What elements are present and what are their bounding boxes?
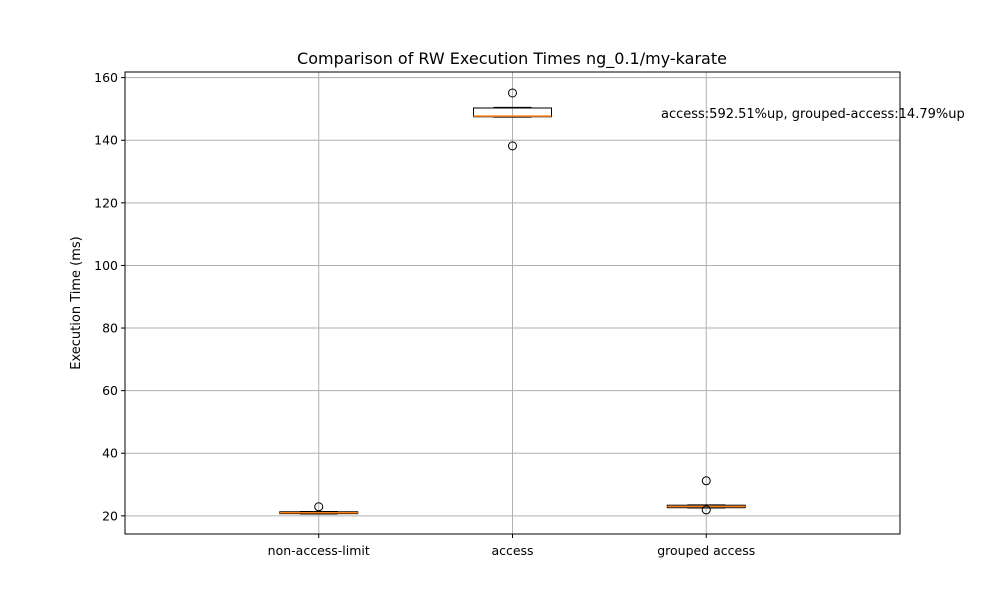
annotation-text: access:592.51%up, grouped-access:14.79%u… <box>661 107 965 122</box>
grid-lines <box>125 72 900 534</box>
y-tick-label: 40 <box>102 446 118 461</box>
x-tick-label: access <box>491 543 533 558</box>
y-tick-label: 20 <box>102 508 118 523</box>
y-tick-label: 140 <box>94 133 118 148</box>
outlier-point <box>314 502 324 512</box>
y-tick-label: 160 <box>94 70 118 85</box>
box-non-access-limit <box>279 502 359 515</box>
box-grouped-access <box>666 476 746 515</box>
boxes-layer <box>279 88 746 515</box>
y-axis-label: Execution Time (ms) <box>69 236 84 369</box>
outlier-point <box>508 88 517 98</box>
outlier-point <box>508 141 517 151</box>
y-tick-label: 60 <box>102 383 118 398</box>
y-ticks: 20 40 60 80 100 120 140 160 <box>94 70 125 523</box>
y-tick-label: 100 <box>94 258 118 273</box>
box-access <box>473 88 552 151</box>
chart-title: Comparison of RW Execution Times ng_0.1/… <box>297 49 727 69</box>
outlier-point <box>701 476 711 486</box>
x-tick-label: non-access-limit <box>268 543 370 558</box>
y-tick-label: 120 <box>94 195 118 210</box>
x-ticks: non-access-limit access grouped access <box>268 534 755 558</box>
outlier-point <box>701 505 711 515</box>
x-tick-label: grouped access <box>657 543 755 558</box>
y-tick-label: 80 <box>102 321 118 336</box>
